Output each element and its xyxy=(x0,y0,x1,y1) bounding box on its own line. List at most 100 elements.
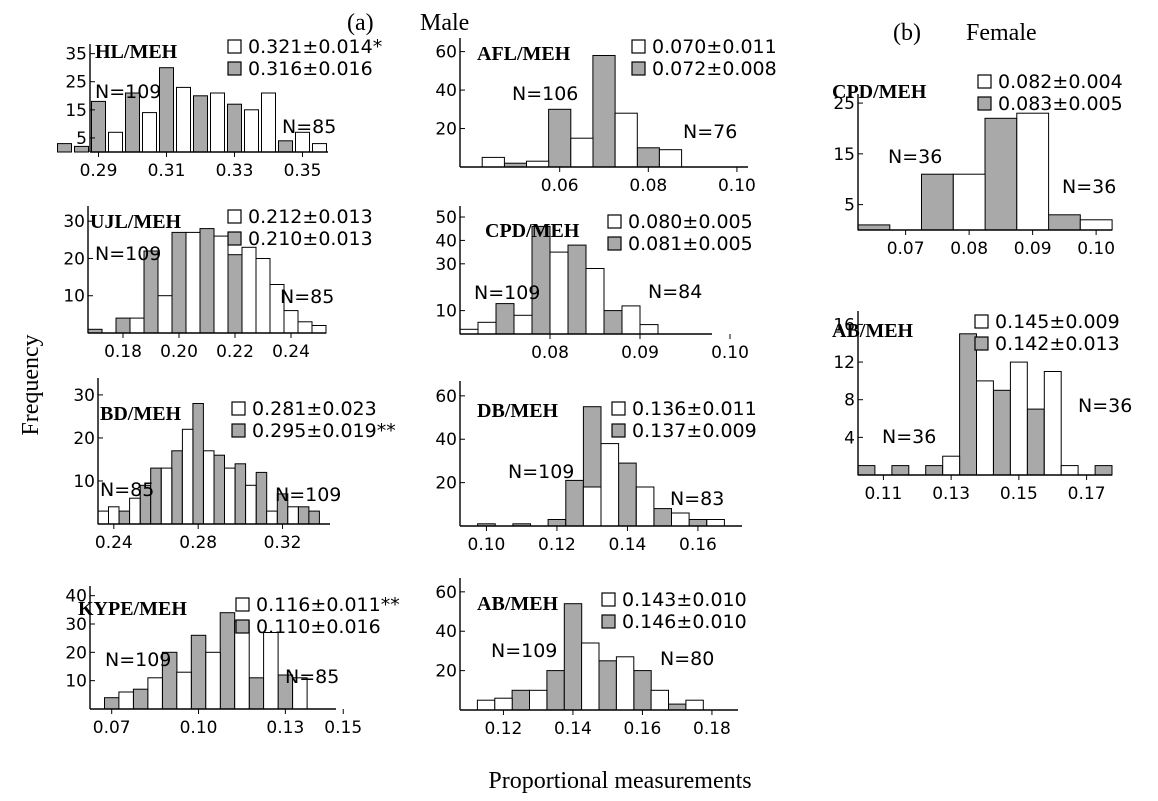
histogram-bar xyxy=(160,467,173,525)
histogram-bar xyxy=(132,688,149,710)
histogram-bar xyxy=(244,109,259,153)
x-tick-label: 0.14 xyxy=(609,535,647,555)
legend-label: 0.321±0.014* xyxy=(248,36,382,58)
legend-swatch-grey xyxy=(235,619,250,634)
histogram-bar xyxy=(570,137,594,168)
legend-swatch-grey xyxy=(631,61,646,76)
x-tick-label: 0.16 xyxy=(624,719,662,739)
panel-title: DB/MEH xyxy=(477,400,559,422)
y-tick-label: 15 xyxy=(65,101,87,121)
legend-label: 0.080±0.005 xyxy=(628,211,753,233)
x-tick-label: 0.13 xyxy=(266,718,304,738)
sample-size-label: N=85 xyxy=(100,479,154,501)
x-tick-label: 0.18 xyxy=(693,719,731,739)
x-tick-label: 0.10 xyxy=(718,176,756,196)
histogram-panel: 20 40 60 0.10 0.12 0.14 0.16 DB/MEH 0.136±0.0110… xyxy=(435,381,757,555)
histogram-bar xyxy=(585,268,605,335)
histogram-bar xyxy=(952,173,986,231)
sample-size-label: N=109 xyxy=(508,461,574,483)
y-tick-label: 16 xyxy=(833,315,855,335)
histogram-bar xyxy=(213,235,229,334)
x-tick-label: 0.07 xyxy=(887,239,925,259)
histogram-bar xyxy=(283,310,299,334)
legend-label: 0.070±0.011 xyxy=(652,36,777,58)
x-tick-label: 0.29 xyxy=(80,161,118,181)
histogram-bar xyxy=(255,471,268,525)
histogram-bar xyxy=(192,403,204,525)
histogram-bar xyxy=(224,467,236,525)
histogram-bar xyxy=(942,455,961,476)
histogram-bar xyxy=(157,295,173,334)
x-tick-label: 0.35 xyxy=(284,161,322,181)
x-tick-label: 0.33 xyxy=(216,161,254,181)
histogram-bar xyxy=(193,95,208,153)
x-tick-label: 0.09 xyxy=(621,343,659,363)
x-tick-label: 0.11 xyxy=(864,484,902,504)
legend-label: 0.143±0.010 xyxy=(622,589,747,611)
histogram-bar xyxy=(650,689,669,711)
histogram-bar xyxy=(581,642,600,711)
histogram-bar xyxy=(104,697,120,710)
legend-swatch-grey xyxy=(611,423,626,438)
histogram-bar xyxy=(618,462,637,527)
y-tick-label: 35 xyxy=(65,45,87,65)
sample-size-label: N=85 xyxy=(285,666,339,688)
legend-label: 0.210±0.013 xyxy=(248,228,373,250)
y-tick-label: 5 xyxy=(76,129,87,149)
y-tick-label: 30 xyxy=(65,615,87,635)
legend-swatch-grey xyxy=(231,423,246,438)
x-axis-label: Proportional measurements xyxy=(488,768,751,794)
histogram-bar xyxy=(615,656,635,711)
y-axis-label: Frequency xyxy=(18,334,44,435)
histogram-bar xyxy=(97,510,109,525)
sample-size-label: N=36 xyxy=(888,146,942,168)
histogram-bar xyxy=(245,484,257,525)
histogram-bar xyxy=(308,510,320,525)
histogram-bar xyxy=(227,103,242,153)
histogram-bar xyxy=(614,112,638,168)
histogram-bar xyxy=(1048,214,1081,231)
panel-title: HL/MEH xyxy=(95,41,178,63)
histogram-bar xyxy=(685,699,704,711)
legend-swatch-white xyxy=(227,39,242,54)
legend-label: 0.146±0.010 xyxy=(622,611,747,633)
histogram-bar xyxy=(176,86,191,153)
y-tick-label: 50 xyxy=(435,208,457,228)
legend-label: 0.281±0.023 xyxy=(252,398,377,420)
y-tick-label: 30 xyxy=(435,255,457,275)
legend-swatch-grey xyxy=(227,61,242,76)
panel-title: KYPE/MEH xyxy=(78,598,187,620)
legend-swatch-grey xyxy=(607,236,622,251)
histogram-bar xyxy=(621,305,641,335)
histogram-bar xyxy=(297,321,313,334)
legend-label: 0.116±0.011** xyxy=(256,594,400,616)
sample-size-label: N=109 xyxy=(105,649,171,671)
y-tick-label: 20 xyxy=(73,429,95,449)
y-tick-label: 12 xyxy=(833,353,855,373)
y-tick-label: 15 xyxy=(833,145,855,165)
y-tick-label: 60 xyxy=(435,43,457,63)
legend-swatch-white xyxy=(601,592,616,607)
histogram-bar xyxy=(706,519,725,527)
sample-size-label: N=109 xyxy=(95,81,161,103)
histogram-bar xyxy=(159,67,174,153)
legend-label: 0.145±0.009 xyxy=(995,311,1120,333)
histogram-bar xyxy=(205,651,221,710)
histogram-bar xyxy=(459,328,479,335)
histogram-bar xyxy=(529,689,548,711)
histogram-bar xyxy=(248,677,265,710)
histogram-bar xyxy=(639,324,659,335)
legend-label: 0.295±0.019** xyxy=(252,420,396,442)
sample-size-label: N=36 xyxy=(1062,176,1116,198)
histogram-bar xyxy=(1016,112,1050,231)
histogram-bar xyxy=(171,450,183,525)
histogram-bar xyxy=(495,303,515,335)
sample-size-label: N=109 xyxy=(275,484,341,506)
histogram-bar xyxy=(219,612,236,710)
sample-size-label: N=83 xyxy=(670,488,724,510)
legend-label: 0.212±0.013 xyxy=(248,206,373,228)
histogram-bar xyxy=(171,231,187,334)
header-male-label: Male xyxy=(420,10,469,36)
histogram-bar xyxy=(547,519,567,527)
histogram-panel: 20 40 60 0.12 0.14 0.16 0.18 AB/MEH 0.143±0.0100… xyxy=(435,578,747,739)
